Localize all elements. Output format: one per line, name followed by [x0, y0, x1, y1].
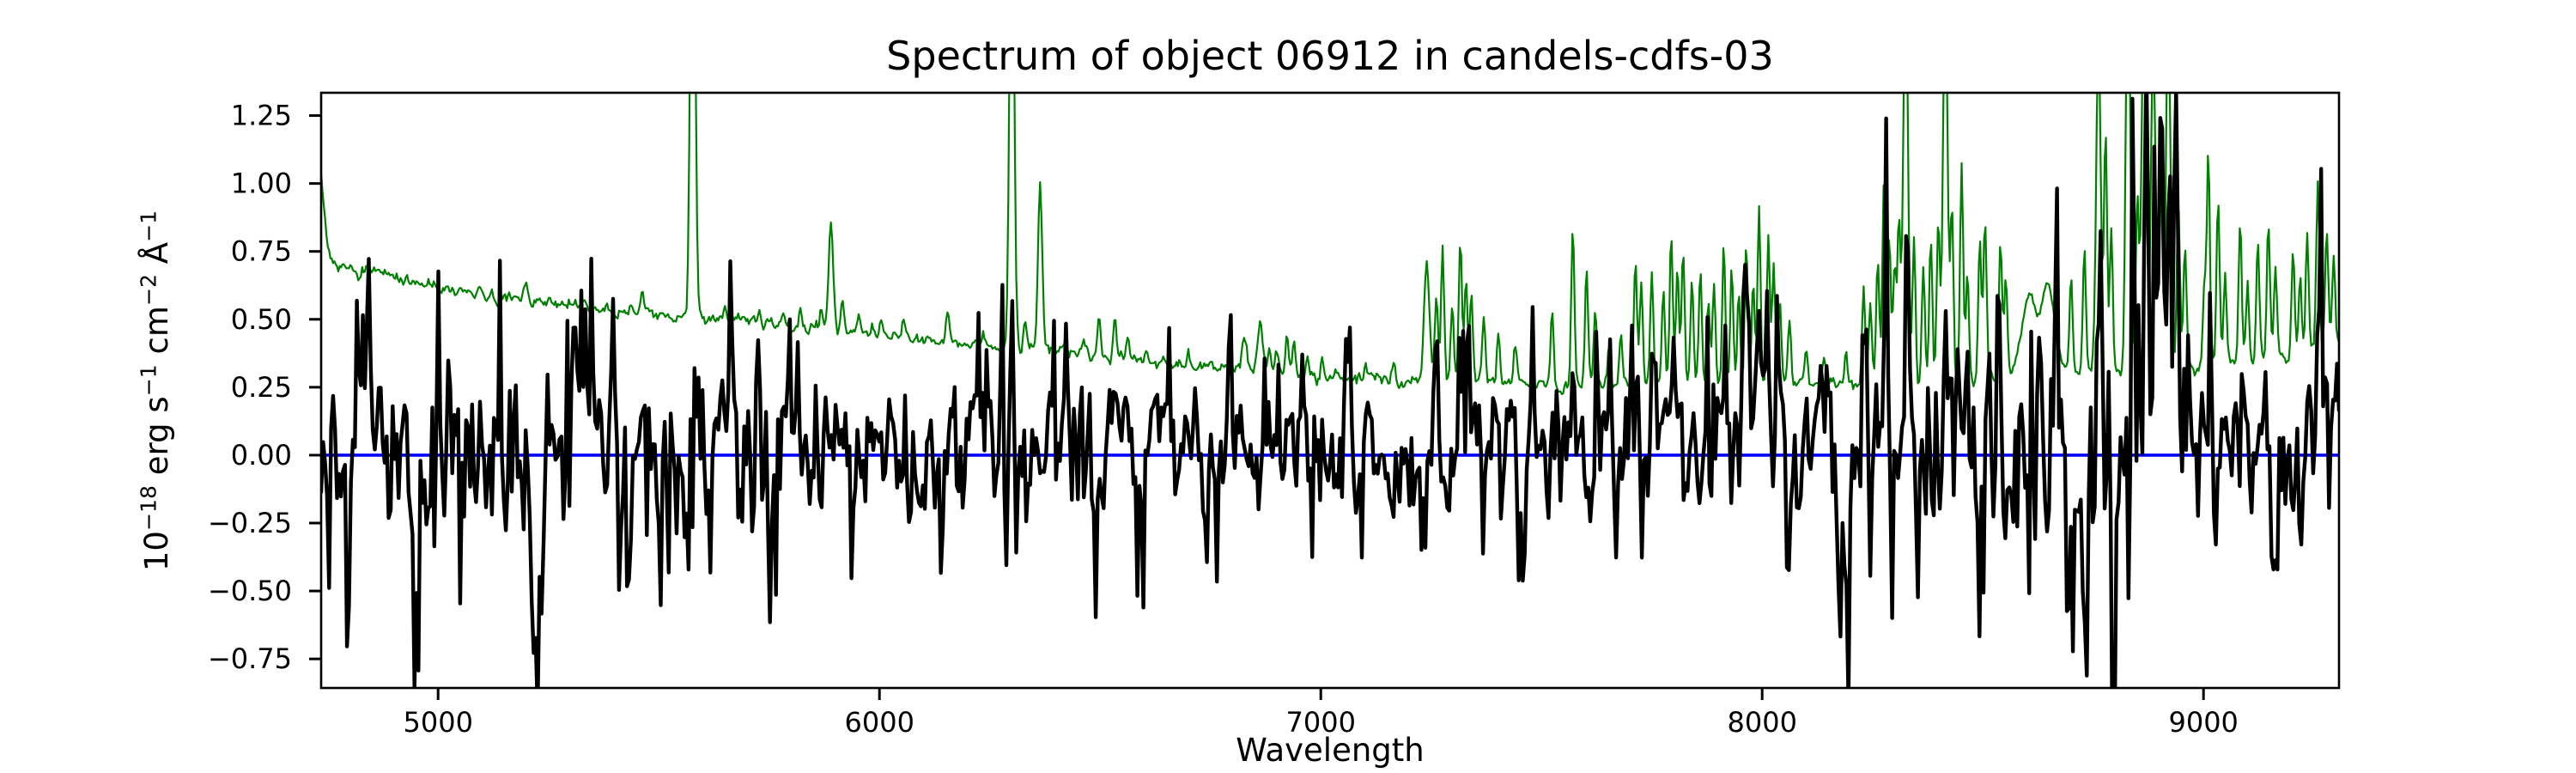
x-tick-label: 8000 — [1727, 706, 1796, 739]
flux-spectrum-line — [321, 93, 2339, 688]
plot-title: Spectrum of object 06912 in candels-cdfs… — [886, 33, 1774, 79]
y-tick-label: 0.00 — [231, 439, 292, 472]
x-tick-label: 9000 — [2168, 706, 2238, 739]
x-tick-label: 7000 — [1285, 706, 1355, 739]
y-tick-label: 1.00 — [231, 167, 292, 200]
y-tick-label: −0.50 — [208, 575, 292, 607]
y-tick-label: 1.25 — [231, 100, 292, 132]
axes-frame — [319, 91, 2341, 690]
y-tick-label: 0.25 — [231, 371, 292, 404]
y-tick-label: 0.75 — [231, 235, 292, 268]
x-tick-label: 5000 — [403, 706, 472, 739]
y-tick-label: 0.50 — [231, 303, 292, 336]
y-axis-label: 10−18 erg s−1 cm−2 Å−1 — [136, 210, 175, 572]
y-tick-label: −0.25 — [208, 507, 292, 539]
y-tick-label: −0.75 — [208, 642, 292, 675]
x-tick-label: 6000 — [844, 706, 914, 739]
x-axis-label: Wavelength — [1236, 732, 1425, 769]
sky-noise-spectrum-line — [321, 93, 2339, 395]
